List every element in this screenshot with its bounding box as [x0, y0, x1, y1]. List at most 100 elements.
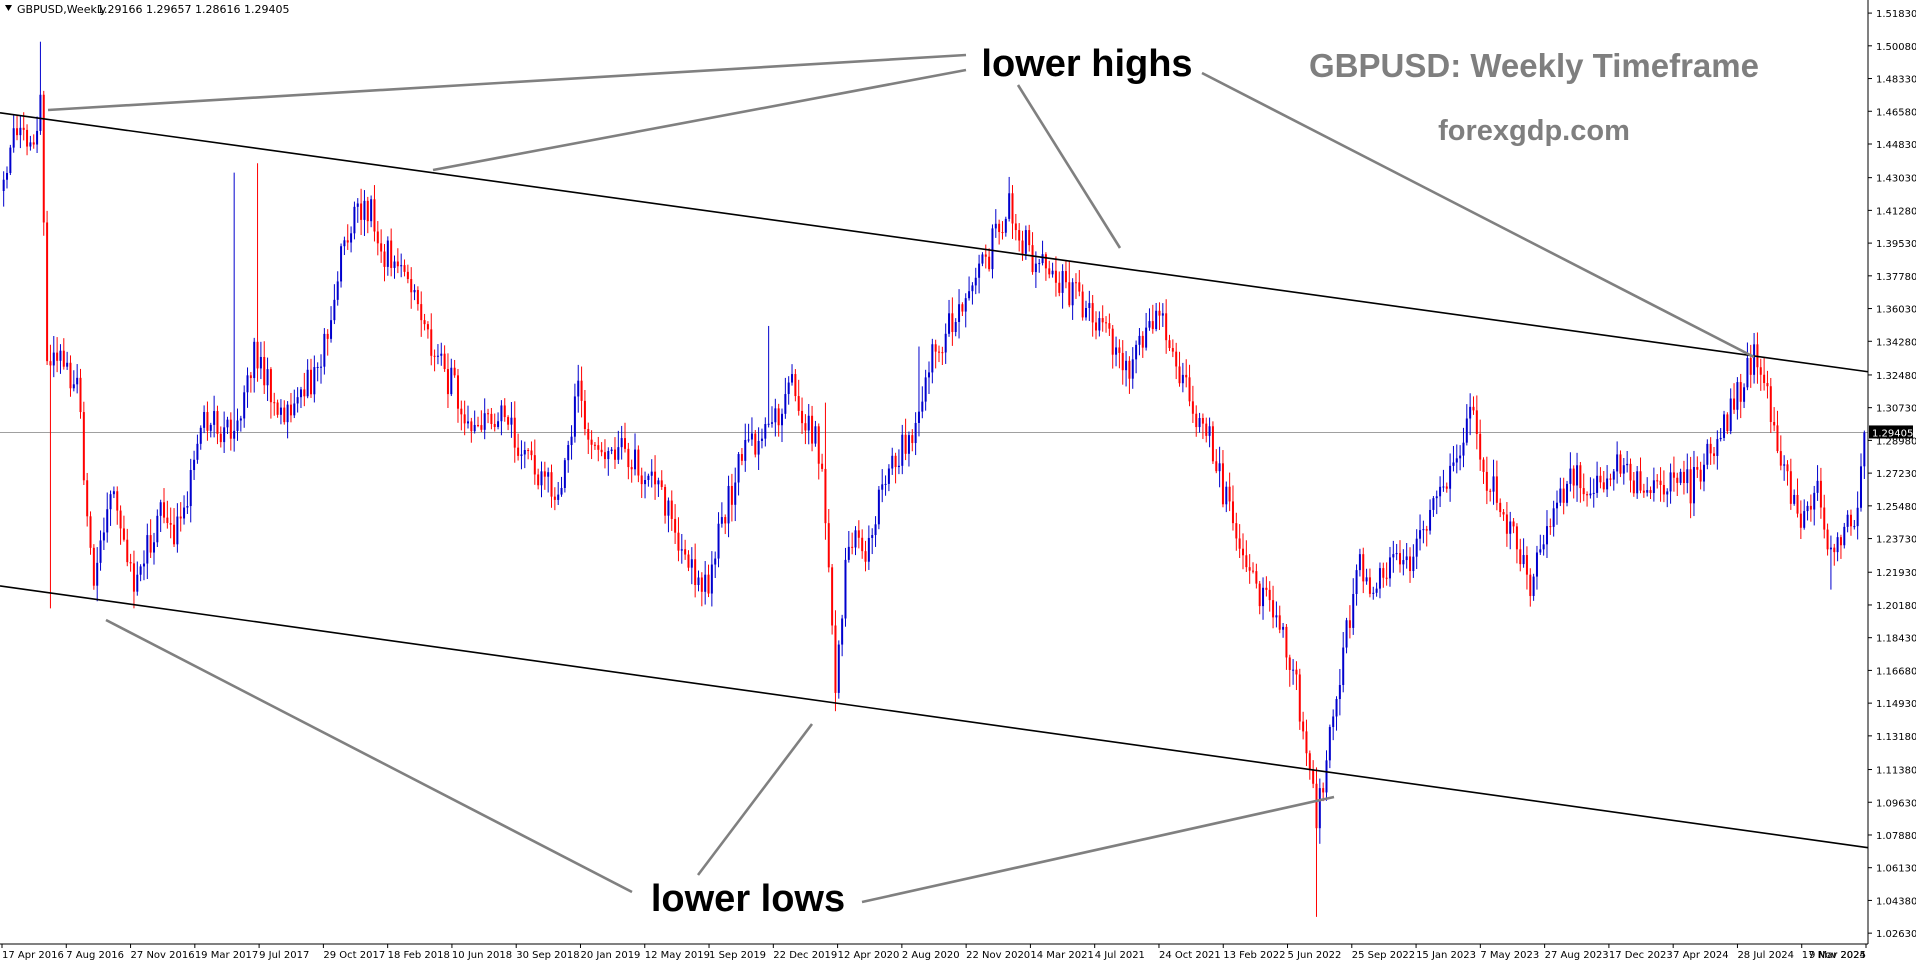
time-tick-label: 10 Jun 2018 — [452, 950, 512, 961]
candle-body — [1342, 647, 1345, 686]
price-tick-label: 1.16680 — [1876, 666, 1916, 677]
candle-body — [1599, 475, 1602, 483]
time-axis[interactable]: 17 Apr 2016 7 Aug 2016 27 Nov 2016 19 Mar 2… — [1, 944, 1867, 961]
candle-body — [948, 313, 951, 334]
candle-body — [1298, 674, 1301, 722]
candle-body — [1171, 348, 1174, 352]
candle-body — [1699, 469, 1702, 482]
candle-body — [730, 485, 733, 505]
candle-body — [664, 487, 667, 516]
candle-body — [934, 344, 937, 352]
candle-body — [1028, 230, 1031, 246]
candle-body — [1659, 480, 1662, 485]
candle-body — [440, 353, 443, 356]
candle-body — [834, 625, 837, 693]
candle-body — [1542, 544, 1545, 550]
candle-body — [517, 447, 520, 456]
candle-body — [841, 618, 844, 645]
candle-body — [720, 517, 723, 524]
candle-body — [430, 329, 433, 356]
price-axis[interactable]: 1.51830 1.50080 1.48330 1.46580 1.44830 1.430… — [1868, 9, 1916, 940]
candle-body — [463, 414, 466, 424]
candle-body — [1285, 626, 1288, 658]
candle-body — [189, 470, 192, 507]
time-tick-label: 24 Oct 2021 — [1159, 950, 1221, 961]
candle-body — [931, 344, 934, 373]
candle-body — [714, 558, 717, 565]
current-price-label: 1.29405 — [1872, 428, 1913, 439]
candle-body — [583, 400, 586, 429]
collapse-triangle-icon[interactable] — [5, 5, 12, 11]
candle-body — [1459, 455, 1462, 459]
candle-body — [717, 523, 720, 559]
candle-body — [1275, 615, 1278, 618]
time-tick-label: 17 Dec 2023 — [1609, 950, 1673, 961]
candle-body — [1191, 401, 1194, 414]
candle-body — [1382, 568, 1385, 578]
price-tick-label: 1.14930 — [1876, 699, 1916, 710]
candle-body — [674, 518, 677, 533]
candle-body — [279, 407, 282, 415]
candle-body — [1489, 490, 1492, 492]
candle-body — [1181, 374, 1184, 384]
candle-body — [1332, 716, 1335, 728]
candle-body — [1452, 462, 1455, 466]
candle-body — [994, 223, 997, 229]
candle-body — [1676, 477, 1679, 483]
candle-body — [116, 491, 119, 511]
candle-body — [787, 382, 790, 395]
price-tick-label: 1.50080 — [1876, 42, 1916, 53]
candle-body — [1148, 321, 1151, 328]
candle-body — [1031, 245, 1034, 273]
candle-body — [416, 289, 419, 305]
trendline-upper[interactable] — [0, 111, 1869, 373]
time-tick-label: 13 Feb 2022 — [1223, 950, 1285, 961]
candle-body — [894, 455, 897, 468]
candle-body — [283, 407, 286, 423]
candle-body — [276, 402, 279, 415]
candle-body — [1696, 467, 1699, 470]
candle-body — [1368, 577, 1371, 594]
candle-body — [687, 554, 690, 568]
candle-body — [346, 240, 349, 243]
candle-body — [223, 427, 226, 443]
candle-body — [1492, 476, 1495, 492]
candle-body — [871, 535, 874, 538]
trendline-lower[interactable] — [0, 585, 1869, 849]
candle-body — [744, 439, 747, 461]
candle-body — [386, 240, 389, 267]
candle-body — [1579, 465, 1582, 489]
candle-body — [1195, 413, 1198, 428]
candle-body — [1846, 514, 1849, 527]
candle-body — [477, 424, 480, 426]
candle-body — [1856, 507, 1859, 527]
watermark-site: forexgdp.com — [1438, 115, 1630, 147]
candle-body — [1372, 592, 1375, 594]
candle-body — [1836, 537, 1839, 553]
candle-body — [1315, 783, 1318, 829]
candle-body — [510, 417, 513, 425]
candle-body — [423, 320, 426, 325]
candle-body — [1168, 340, 1171, 349]
candle-body — [226, 419, 229, 428]
time-tick-label: 15 Jan 2023 — [1416, 950, 1476, 961]
time-tick-label: 12 Apr 2020 — [838, 950, 900, 961]
candle-body — [166, 517, 169, 524]
candle-body — [1288, 657, 1291, 670]
candle-body — [259, 356, 262, 369]
candle-body — [213, 411, 216, 425]
candle-body — [1078, 282, 1081, 292]
candle-body — [1689, 469, 1692, 504]
candle-body — [724, 517, 727, 524]
candle-body — [1395, 553, 1398, 555]
candle-body — [22, 127, 25, 130]
candle-body — [1188, 377, 1191, 402]
candle-body — [924, 377, 927, 402]
candle-body — [186, 506, 189, 508]
candle-body — [32, 142, 35, 145]
candle-body — [1839, 537, 1842, 546]
candle-body — [707, 574, 710, 594]
candle-body — [547, 472, 550, 477]
candle-body — [480, 425, 483, 430]
candle-body — [1826, 529, 1829, 550]
